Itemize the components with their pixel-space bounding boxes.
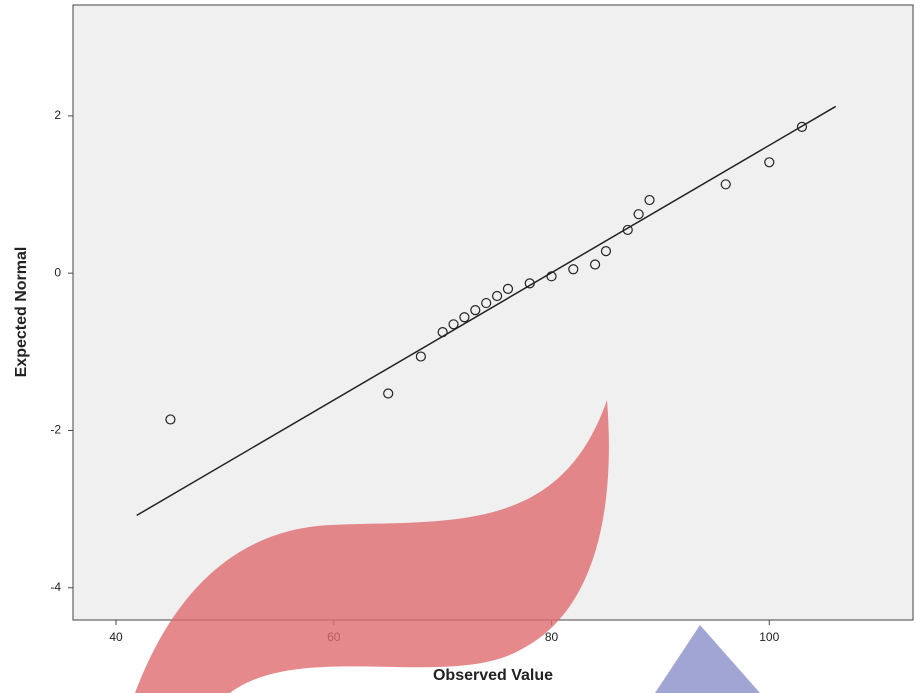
point: [502, 283, 514, 295]
x-tick-label: 40: [109, 630, 123, 644]
x-tick-label: 80: [545, 630, 559, 644]
reference-line: [136, 105, 837, 517]
y-tick-label: 2: [54, 108, 61, 122]
y-tick-label: 0: [54, 265, 61, 279]
point: [568, 264, 579, 275]
x-axis-title: Observed Value: [433, 667, 553, 684]
watermark-red: [135, 400, 609, 693]
point: [415, 351, 426, 362]
point: [600, 246, 612, 257]
y-tick-label: -2: [50, 423, 61, 437]
point: [796, 121, 808, 132]
point: [633, 209, 644, 220]
point: [437, 327, 448, 338]
point: [383, 388, 394, 399]
point: [720, 179, 731, 190]
point: [644, 194, 655, 206]
point: [470, 305, 481, 316]
point: [459, 312, 470, 323]
point: [589, 259, 601, 270]
y-axis-title: Expected Normal: [13, 247, 30, 378]
point: [165, 414, 176, 425]
y-tick-label: -4: [50, 580, 61, 594]
point: [546, 271, 557, 282]
point: [622, 224, 633, 236]
point: [448, 319, 459, 330]
point: [481, 297, 492, 309]
point: [764, 157, 775, 168]
watermark-blue: [655, 625, 760, 693]
point: [524, 278, 535, 289]
x-tick-label: 100: [759, 630, 779, 644]
point: [491, 290, 503, 302]
